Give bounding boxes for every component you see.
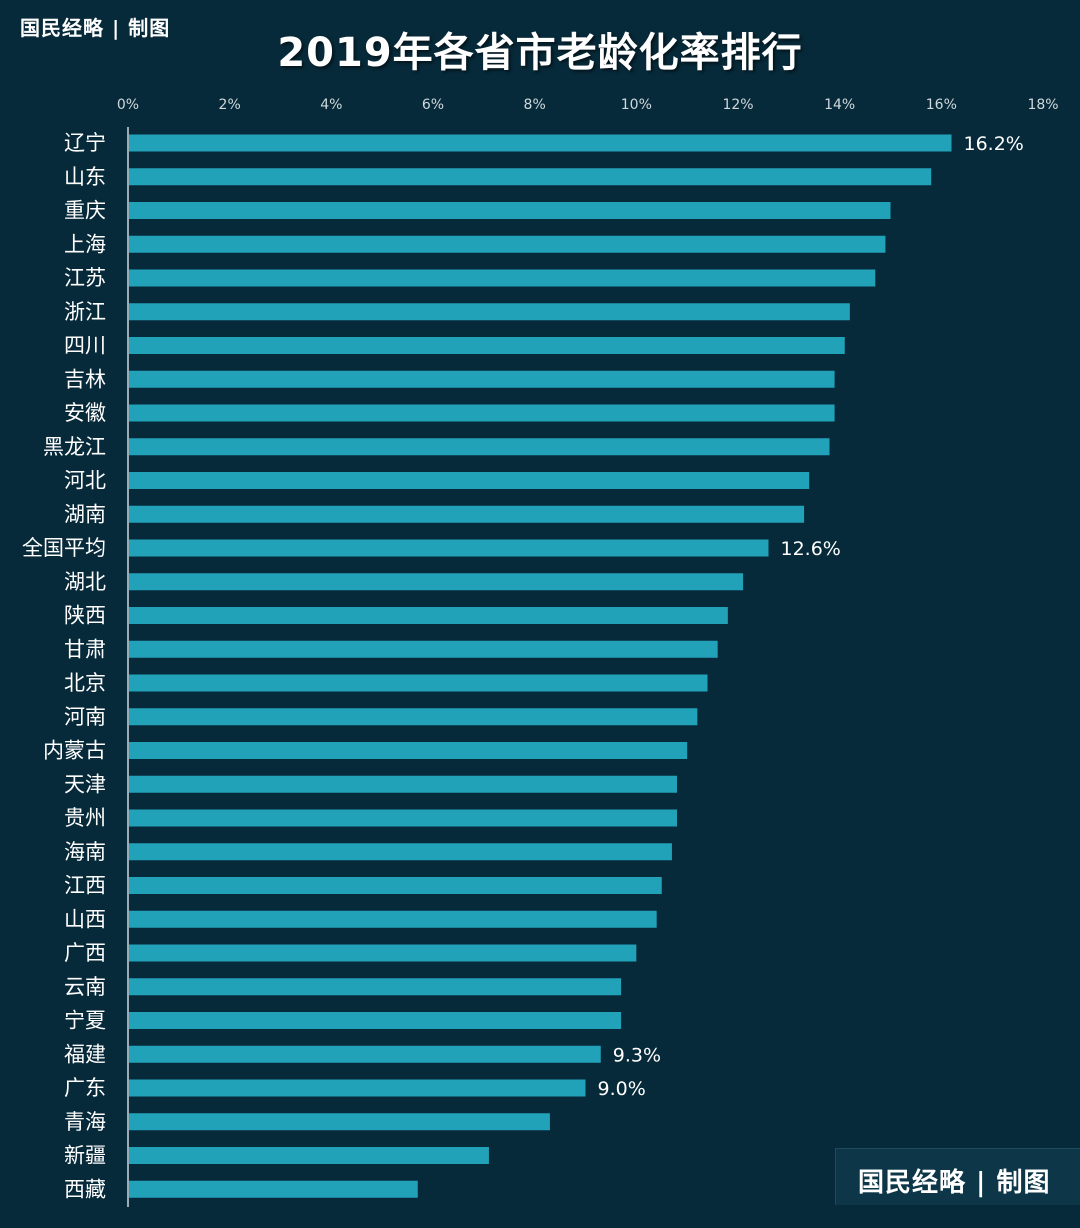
bar-13 [129,573,744,591]
bar-24 [129,944,637,962]
category-label: 黑龙江 [43,435,106,459]
category-label: 上海 [64,232,106,256]
x-tick-label: 12% [722,97,753,113]
category-label: 宁夏 [64,1009,106,1033]
bar-18 [129,742,688,759]
category-label: 江西 [64,874,106,898]
category-label: 内蒙古 [43,739,106,763]
bar-12 [129,539,769,557]
bar-31 [129,1180,418,1198]
data-label: 16.2% [964,133,1024,155]
category-label: 广东 [64,1076,106,1100]
bar-7 [129,370,835,388]
brand-watermark-top: 国民经略 | 制图 [20,16,171,40]
bar-1 [129,168,932,186]
category-label: 湖北 [64,570,106,594]
category-label: 天津 [64,772,106,796]
brand-text: 国民经略 | 制图 [858,1168,1051,1198]
x-tick-label: 8% [524,97,546,113]
x-tick-label: 4% [320,97,342,113]
bar-5 [129,303,850,321]
bar-17 [129,708,698,726]
category-label: 贵州 [64,806,106,830]
data-label: 9.3% [613,1044,661,1066]
bar-20 [129,809,677,827]
category-label: 湖南 [64,502,106,526]
category-label: 河南 [64,705,106,729]
bar-2 [129,202,891,219]
bar-6 [129,337,845,354]
bar-23 [129,910,657,928]
data-label: 9.0% [598,1078,646,1100]
x-axis-ticks: 0% 2% 4% 6% 8% 10% 12% 14% 16% 18% [117,97,1059,113]
category-label: 云南 [64,975,106,999]
bar-3 [129,235,886,253]
data-labels: 16.2% 12.6% 9.3% 9.0% [598,133,1024,1100]
bar-28 [129,1079,586,1097]
category-label: 四川 [64,334,106,358]
bar-14 [129,607,728,624]
category-label: 海南 [64,840,106,864]
bar-16 [129,674,708,692]
bars [129,134,952,1198]
bar-26 [129,1012,622,1029]
category-label: 陕西 [64,604,106,628]
category-label: 全国平均 [22,536,106,560]
x-tick-label: 14% [824,97,855,113]
bar-25 [129,978,622,996]
category-label: 吉林 [64,367,106,391]
category-label: 辽宁 [64,131,106,155]
x-tick-label: 0% [117,97,139,113]
x-tick-label: 18% [1027,97,1058,113]
category-label: 北京 [64,671,106,695]
bar-11 [129,505,805,523]
bar-29 [129,1113,550,1131]
x-tick-label: 10% [621,97,652,113]
category-label: 西藏 [64,1177,106,1201]
category-label: 青海 [64,1110,106,1134]
bar-0 [129,134,952,152]
brand-watermark-bottom: 国民经略 | 制图 [835,1148,1080,1205]
x-tick-label: 2% [219,97,241,113]
bar-30 [129,1147,489,1164]
bar-4 [129,269,876,287]
bar-27 [129,1045,601,1063]
bar-19 [129,775,677,793]
category-label: 山东 [64,165,106,189]
x-tick-label: 6% [422,97,444,113]
x-tick-label: 16% [926,97,957,113]
bar-9 [129,438,830,456]
category-label: 广西 [64,941,106,965]
category-label: 河北 [64,469,106,493]
bar-15 [129,640,718,658]
bar-10 [129,472,810,489]
category-label: 新疆 [64,1144,106,1168]
bar-8 [129,404,835,422]
category-label: 甘肃 [64,637,106,661]
bar-22 [129,877,662,894]
category-labels: 辽宁山东重庆上海江苏浙江四川吉林安徽黑龙江河北湖南全国平均湖北陕西甘肃北京河南内… [22,131,106,1201]
data-label: 12.6% [781,538,841,560]
category-label: 安徽 [64,401,106,425]
category-label: 江苏 [64,266,106,290]
category-label: 福建 [64,1042,106,1066]
bar-21 [129,843,672,861]
category-label: 山西 [64,907,106,931]
chart-title: 2019年各省市老龄化率排行 [277,30,803,76]
category-label: 重庆 [64,199,106,223]
category-label: 浙江 [64,300,106,324]
